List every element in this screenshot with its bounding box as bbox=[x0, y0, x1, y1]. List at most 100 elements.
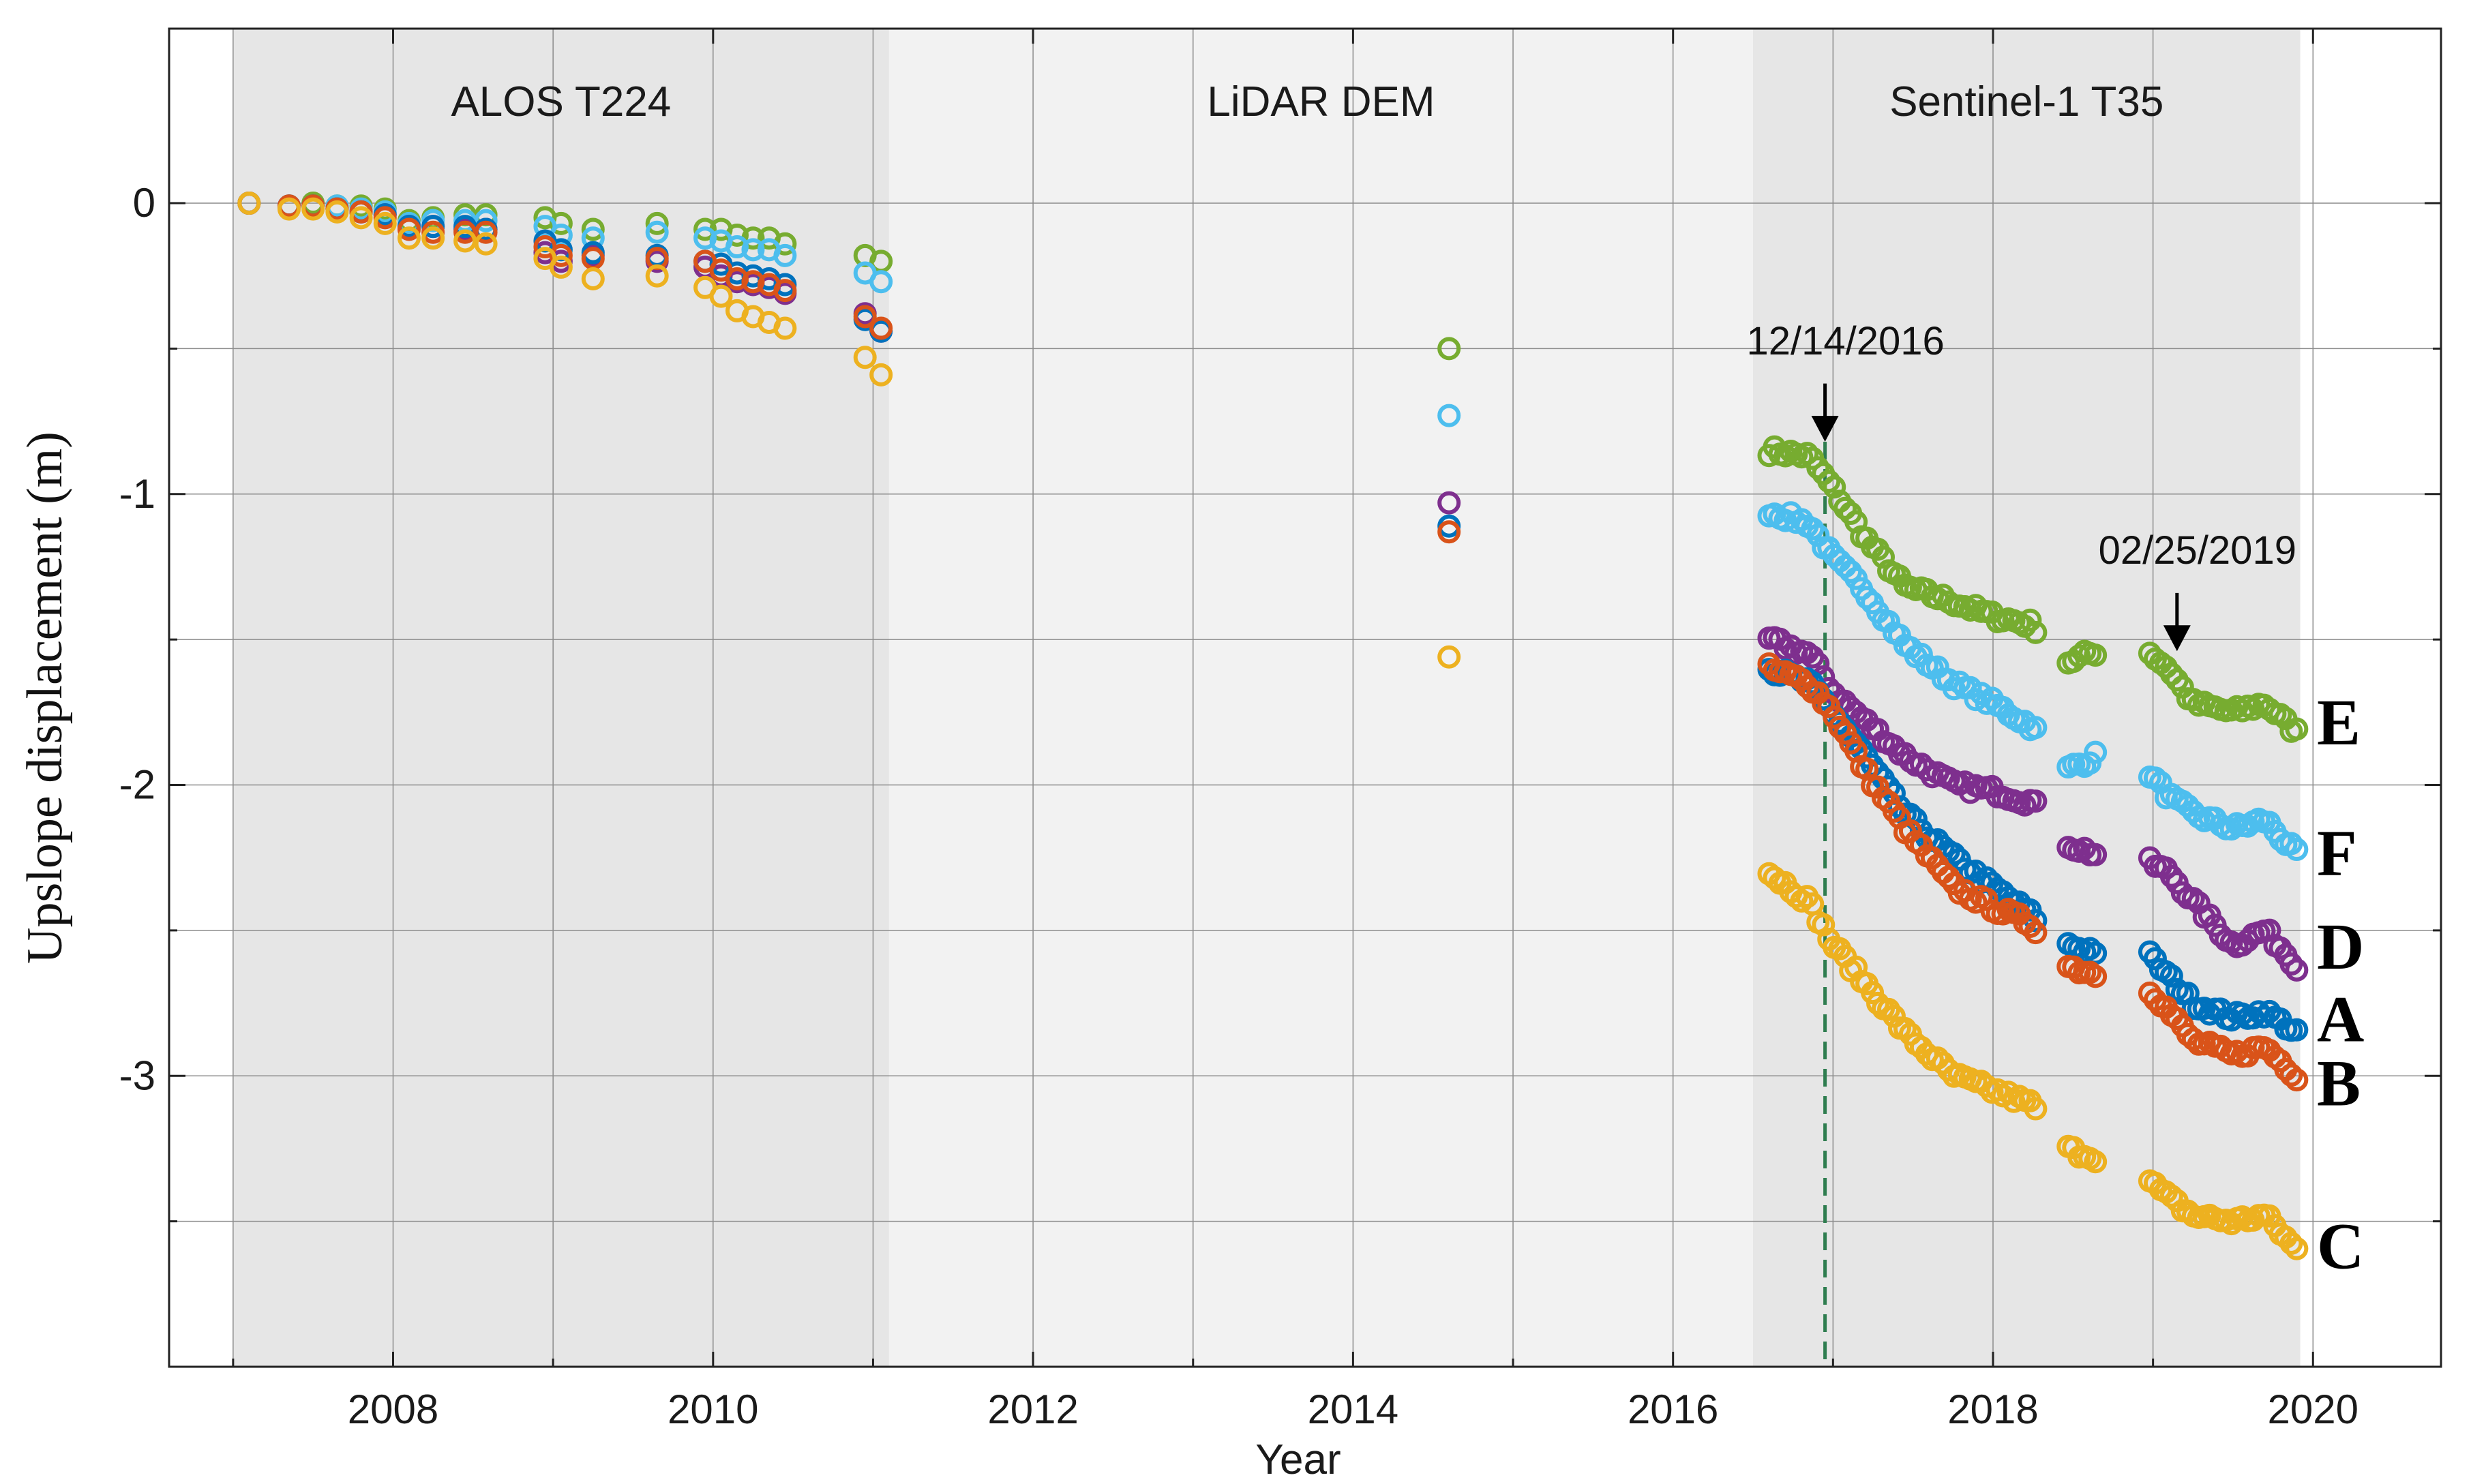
point-f-sentinel bbox=[2143, 766, 2167, 790]
point-c-lidar bbox=[1437, 645, 1461, 669]
point-e-sentinel bbox=[1872, 545, 1896, 569]
point-f-sentinel bbox=[1855, 586, 1879, 609]
y-tick-label: 0 bbox=[133, 180, 155, 226]
point-e-sentinel bbox=[2024, 620, 2048, 644]
series-label-d: D bbox=[2317, 910, 2364, 983]
period-label-2: LiDAR DEM bbox=[1207, 78, 1435, 125]
point-e-sentinel bbox=[2241, 697, 2265, 721]
point-c-alos bbox=[869, 363, 893, 387]
point-c-sentinel bbox=[1893, 1016, 1917, 1040]
period-shade-1 bbox=[233, 29, 889, 1367]
point-b-alos bbox=[741, 270, 765, 294]
y-tick-label: -1 bbox=[119, 471, 155, 517]
point-e-sentinel bbox=[1806, 456, 1830, 480]
x-tick-label: 2018 bbox=[1947, 1387, 2038, 1432]
point-c-alos bbox=[325, 200, 349, 224]
point-b-alos bbox=[725, 267, 749, 290]
point-e-sentinel bbox=[1958, 598, 1982, 622]
point-b-alos bbox=[773, 279, 797, 303]
point-c-alos bbox=[453, 229, 477, 253]
y-axis-title: Upslope displacement (m) bbox=[17, 431, 73, 964]
point-e-alos bbox=[549, 211, 573, 235]
point-c-alos bbox=[397, 226, 421, 250]
series-label-e: E bbox=[2317, 686, 2361, 759]
x-axis-title: Year bbox=[1255, 1436, 1341, 1481]
point-c-sentinel bbox=[2279, 1231, 2303, 1255]
point-c-alos bbox=[277, 197, 301, 221]
period-label-3: Sentinel-1 T35 bbox=[1889, 78, 2163, 125]
point-b-lidar bbox=[1437, 520, 1461, 544]
point-b-alos bbox=[549, 243, 573, 267]
point-e-sentinel bbox=[2067, 644, 2091, 668]
point-d-sentinel bbox=[2013, 793, 2037, 817]
point-c-alos bbox=[773, 316, 797, 340]
period-shade-2 bbox=[888, 29, 1754, 1367]
point-e-lidar bbox=[1437, 337, 1461, 361]
point-c-sentinel bbox=[1986, 1078, 2009, 1102]
point-d-sentinel bbox=[2285, 958, 2309, 982]
point-a-sentinel bbox=[2192, 997, 2216, 1020]
point-e-sentinel bbox=[2285, 717, 2309, 741]
annotation-date-1: 12/14/2016 bbox=[1746, 319, 1944, 363]
point-c-sentinel bbox=[1975, 1074, 1998, 1098]
x-tick-label: 2012 bbox=[987, 1387, 1078, 1432]
series-label-c: C bbox=[2317, 1209, 2364, 1282]
point-d-sentinel bbox=[2024, 789, 2048, 813]
point-b-sentinel bbox=[1898, 819, 1922, 843]
point-c-sentinel bbox=[2084, 1150, 2108, 1174]
point-e-sentinel bbox=[1773, 444, 1797, 468]
point-f-sentinel bbox=[1876, 609, 1900, 633]
annotation-arrow-head-2 bbox=[2163, 625, 2191, 652]
point-f-sentinel bbox=[2279, 832, 2303, 855]
point-c-alos bbox=[709, 284, 733, 308]
point-e-alos bbox=[645, 211, 669, 235]
point-f-sentinel bbox=[2268, 828, 2292, 851]
point-c-alos bbox=[645, 264, 669, 288]
point-c-alos bbox=[301, 197, 325, 221]
x-tick-label: 2020 bbox=[2268, 1387, 2358, 1432]
series-label-f: F bbox=[2317, 817, 2357, 890]
point-e-sentinel bbox=[1817, 470, 1841, 494]
point-b-alos bbox=[869, 316, 893, 340]
point-e-sentinel bbox=[1823, 475, 1846, 499]
x-tick-label: 2008 bbox=[348, 1387, 438, 1432]
point-b-sentinel bbox=[2181, 1027, 2205, 1051]
x-tick-label: 2010 bbox=[668, 1387, 758, 1432]
point-b-sentinel bbox=[1828, 715, 1852, 739]
point-f-sentinel bbox=[1909, 642, 1933, 666]
point-b-alos bbox=[397, 217, 421, 241]
point-c-alos bbox=[421, 226, 445, 250]
series-label-b: B bbox=[2317, 1046, 2361, 1119]
point-d-lidar bbox=[1437, 491, 1461, 515]
point-c-sentinel bbox=[2159, 1184, 2183, 1208]
point-e-alos bbox=[581, 217, 605, 241]
point-c-sentinel bbox=[1790, 889, 1814, 913]
x-tick-label: 2014 bbox=[1308, 1387, 1398, 1432]
point-c-alos bbox=[349, 206, 373, 230]
period-label-1: ALOS T224 bbox=[451, 78, 671, 125]
series-label-a: A bbox=[2317, 982, 2364, 1055]
point-d-sentinel bbox=[2084, 843, 2108, 866]
annotation-arrow-head-1 bbox=[1811, 415, 1839, 442]
point-c-sentinel bbox=[1763, 866, 1786, 890]
point-c-alos bbox=[853, 346, 877, 369]
point-a-sentinel bbox=[2252, 1005, 2276, 1029]
point-b-alos bbox=[474, 220, 498, 244]
point-f-sentinel bbox=[2219, 817, 2243, 841]
point-f-sentinel bbox=[2084, 740, 2108, 764]
point-f-sentinel bbox=[1947, 670, 1971, 694]
point-d-sentinel bbox=[1866, 718, 1890, 742]
plot-frame bbox=[168, 27, 2442, 1368]
point-a-sentinel bbox=[2159, 964, 2183, 988]
point-f-alos bbox=[741, 238, 765, 262]
point-c-alos bbox=[549, 255, 573, 279]
point-f-alos bbox=[725, 235, 749, 259]
point-a-sentinel bbox=[2078, 937, 2102, 960]
point-e-sentinel bbox=[1795, 442, 1819, 466]
annotation-date-2: 02/25/2019 bbox=[2099, 528, 2296, 573]
point-f-alos bbox=[869, 270, 893, 294]
point-c-sentinel bbox=[1812, 913, 1836, 937]
x-tick-label: 2016 bbox=[1628, 1387, 1718, 1432]
